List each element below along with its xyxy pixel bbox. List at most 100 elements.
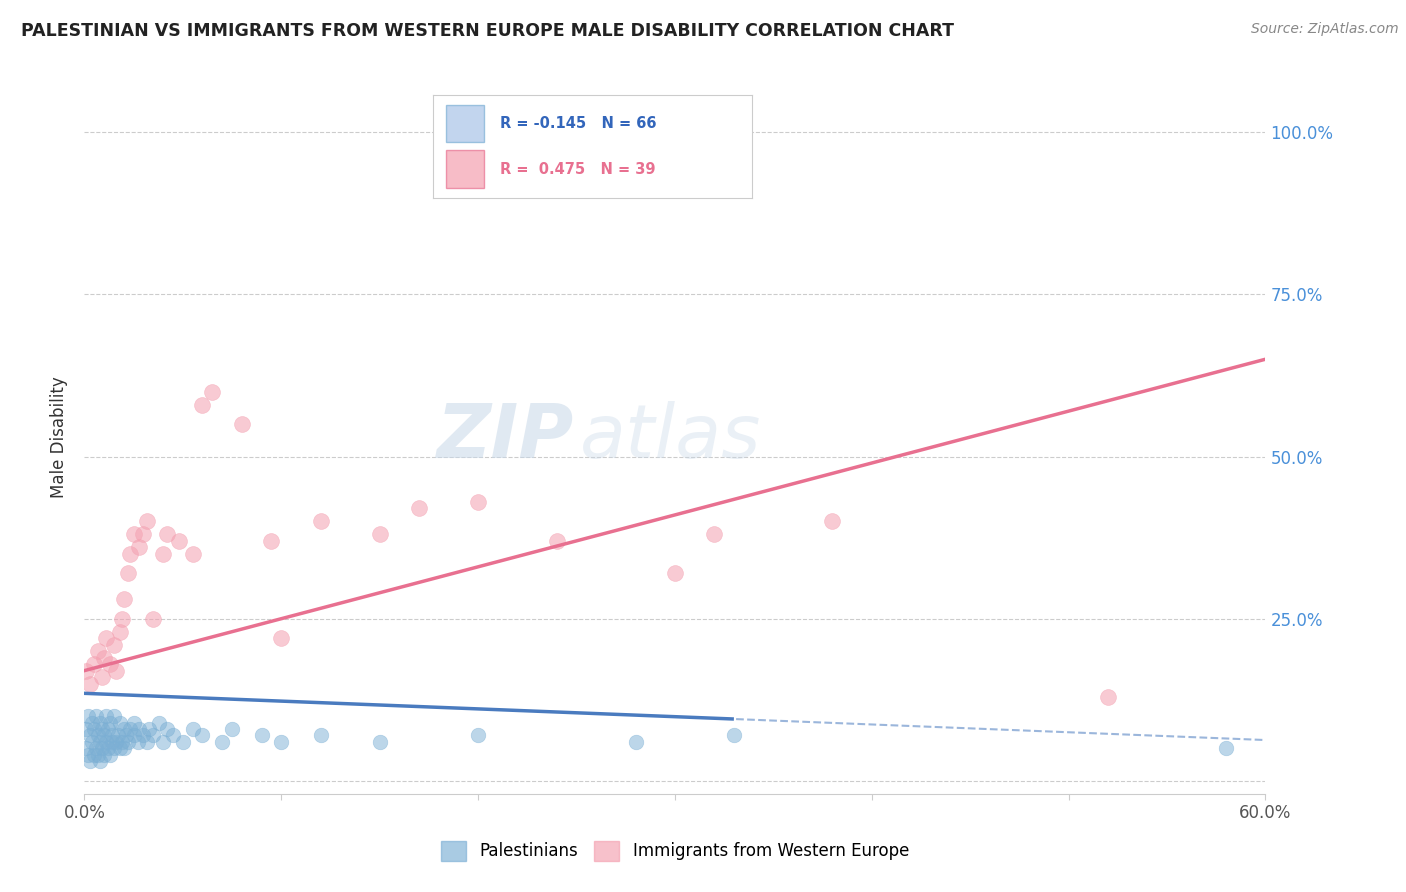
Point	[107, 729, 129, 743]
Point	[122, 715, 145, 730]
Point	[181, 547, 204, 561]
Point	[167, 533, 190, 548]
Point	[142, 729, 165, 743]
Text: Source: ZipAtlas.com: Source: ZipAtlas.com	[1251, 22, 1399, 37]
Point	[91, 741, 114, 756]
Point	[111, 735, 134, 749]
Point	[94, 735, 117, 749]
Point	[117, 735, 139, 749]
Point	[118, 547, 141, 561]
Point	[128, 541, 150, 555]
Point	[97, 741, 120, 756]
Point	[191, 729, 214, 743]
Point	[94, 709, 117, 723]
Point	[108, 715, 131, 730]
Point	[83, 747, 105, 762]
Point	[368, 527, 391, 541]
Point	[84, 709, 107, 723]
Point	[75, 722, 97, 736]
Point	[664, 566, 686, 581]
Point	[156, 722, 179, 736]
Point	[148, 715, 170, 730]
Point	[122, 729, 145, 743]
Point	[79, 676, 101, 690]
Point	[821, 515, 844, 529]
Point	[101, 735, 124, 749]
Point	[467, 495, 489, 509]
Point	[103, 638, 125, 652]
Point	[89, 715, 111, 730]
Point	[122, 527, 145, 541]
Point	[93, 729, 115, 743]
Point	[79, 755, 101, 769]
Point	[152, 735, 174, 749]
Point	[624, 735, 647, 749]
Point	[142, 612, 165, 626]
Point	[87, 644, 110, 658]
Point	[1215, 741, 1237, 756]
Point	[201, 384, 224, 399]
Point	[104, 735, 127, 749]
Point	[75, 741, 97, 756]
Point	[77, 709, 100, 723]
Point	[191, 398, 214, 412]
Point	[79, 729, 101, 743]
Point	[84, 741, 107, 756]
Point	[309, 515, 332, 529]
Point	[270, 631, 292, 645]
Point	[104, 664, 127, 678]
Point	[408, 501, 430, 516]
Point	[546, 533, 568, 548]
Point	[98, 747, 121, 762]
Point	[111, 612, 134, 626]
Text: ZIP: ZIP	[437, 401, 575, 474]
Point	[138, 722, 160, 736]
Point	[231, 417, 253, 431]
Point	[1097, 690, 1119, 704]
Point	[93, 650, 115, 665]
Text: PALESTINIAN VS IMMIGRANTS FROM WESTERN EUROPE MALE DISABILITY CORRELATION CHART: PALESTINIAN VS IMMIGRANTS FROM WESTERN E…	[21, 22, 955, 40]
Point	[132, 527, 155, 541]
Point	[112, 741, 135, 756]
Point	[91, 670, 114, 684]
Point	[368, 735, 391, 749]
Point	[136, 735, 159, 749]
Point	[132, 729, 155, 743]
Point	[82, 715, 104, 730]
Point	[118, 722, 141, 736]
Point	[152, 547, 174, 561]
Point	[82, 735, 104, 749]
Point	[101, 729, 124, 743]
Y-axis label: Male Disability: Male Disability	[51, 376, 69, 498]
Point	[103, 709, 125, 723]
Point	[467, 729, 489, 743]
Point	[270, 735, 292, 749]
Point	[98, 657, 121, 672]
Point	[83, 722, 105, 736]
Point	[97, 722, 120, 736]
Point	[260, 533, 283, 548]
Point	[181, 722, 204, 736]
Point	[309, 729, 332, 743]
Point	[108, 624, 131, 639]
Point	[77, 747, 100, 762]
Point	[98, 715, 121, 730]
Point	[128, 722, 150, 736]
Point	[94, 631, 117, 645]
Point	[127, 735, 149, 749]
Point	[703, 527, 725, 541]
Point	[112, 592, 135, 607]
Point	[156, 527, 179, 541]
Point	[91, 722, 114, 736]
Point	[211, 735, 233, 749]
Point	[89, 755, 111, 769]
Legend: Palestinians, Immigrants from Western Europe: Palestinians, Immigrants from Western Eu…	[434, 834, 915, 868]
Point	[172, 735, 194, 749]
Point	[112, 722, 135, 736]
Point	[93, 747, 115, 762]
Point	[87, 747, 110, 762]
Point	[83, 657, 105, 672]
Point	[723, 729, 745, 743]
Point	[87, 729, 110, 743]
Point	[162, 729, 184, 743]
